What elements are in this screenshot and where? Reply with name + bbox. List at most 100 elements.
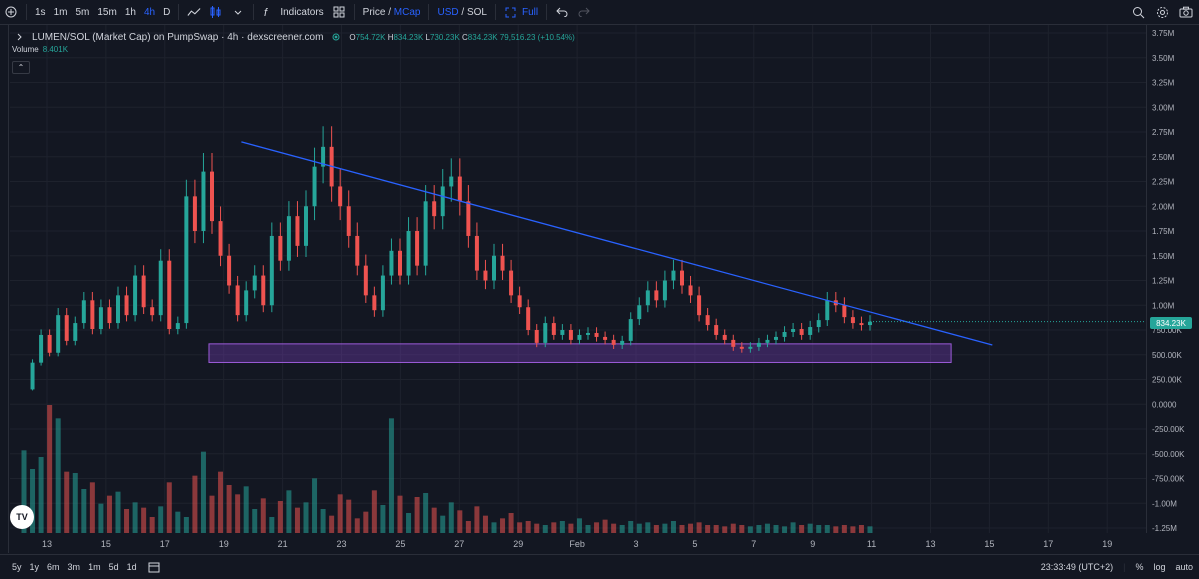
interval-15m[interactable]: 15m	[97, 6, 117, 18]
y-tick-label: 750.00K	[1152, 326, 1182, 335]
volume-bar	[482, 515, 488, 533]
volume-bars	[21, 405, 873, 533]
indicators-button[interactable]: f Indicators	[258, 0, 327, 24]
x-tick-label: 9	[810, 539, 815, 549]
descending-trendline[interactable]	[241, 141, 993, 346]
search-icon[interactable]	[1131, 5, 1145, 19]
camera-icon[interactable]	[1179, 5, 1193, 19]
volume-bar	[636, 523, 642, 533]
candle-body	[389, 250, 394, 276]
support-zone-rect[interactable]	[208, 343, 952, 363]
volume-bar	[397, 495, 403, 533]
volume-bar	[380, 505, 386, 533]
collapse-chevron-icon[interactable]	[12, 30, 26, 44]
volume-bar	[371, 490, 377, 533]
log-toggle[interactable]: log	[1153, 562, 1166, 572]
candle-body	[509, 270, 514, 296]
clock-readout[interactable]: 23:33:49 (UTC+2)	[1040, 562, 1114, 572]
redo-button[interactable]	[573, 0, 595, 24]
interval-1m[interactable]: 1m	[53, 6, 68, 18]
chart-type-button[interactable]	[183, 0, 205, 24]
candles-button[interactable]	[205, 0, 227, 24]
volume-bar	[730, 523, 736, 533]
volume-bar	[457, 510, 463, 533]
mcap-label: MCap	[393, 6, 421, 18]
svg-text:f: f	[264, 7, 268, 18]
x-tick-label: 5	[692, 539, 697, 549]
volume-bar	[200, 451, 206, 533]
symbol-title[interactable]: LUMEN/SOL (Market Cap) on PumpSwap · 4h …	[32, 31, 324, 43]
volume-label: Volume	[12, 45, 39, 54]
volume-bar	[858, 525, 864, 533]
add-symbol-button[interactable]	[0, 0, 22, 24]
candle-body	[688, 285, 693, 296]
price-scale[interactable]	[1146, 25, 1199, 533]
volume-bar	[611, 523, 617, 533]
layout-button[interactable]	[328, 0, 350, 24]
range-5d[interactable]: 5d	[108, 562, 119, 572]
candle-body	[278, 235, 283, 261]
volume-bar	[679, 525, 685, 533]
collapse-legend-button[interactable]: ⌃	[12, 61, 30, 74]
candle-body	[782, 331, 787, 337]
x-tick-label: 17	[1043, 539, 1053, 549]
undo-button[interactable]	[551, 0, 573, 24]
range-5y[interactable]: 5y	[12, 562, 22, 572]
candles-icon	[209, 5, 223, 19]
date-range-calendar-icon[interactable]	[147, 560, 161, 574]
percent-toggle[interactable]: %	[1135, 562, 1144, 572]
range-6m[interactable]: 6m	[47, 562, 60, 572]
candle-body	[526, 307, 531, 330]
volume-bar	[106, 495, 112, 533]
y-tick-label: 1.75M	[1152, 227, 1175, 236]
candle-body	[218, 221, 223, 256]
volume-bar	[841, 525, 847, 533]
candle-body	[321, 146, 326, 167]
x-tick-label: 13	[42, 539, 52, 549]
range-1d[interactable]: 1d	[126, 562, 137, 572]
support-zone[interactable]	[208, 343, 952, 363]
range-group: 5y 1y 6m 3m 1m 5d 1d	[8, 562, 141, 572]
interval-1s[interactable]: 1s	[35, 6, 46, 18]
candle-body	[201, 171, 206, 231]
candle-body	[816, 320, 821, 328]
price-mcap-toggle[interactable]: Price / MCap	[359, 0, 425, 24]
interval-D[interactable]: D	[163, 6, 171, 18]
interval-5m[interactable]: 5m	[75, 6, 90, 18]
candle-body	[731, 339, 736, 347]
volume-bar	[756, 525, 762, 533]
candle-body	[628, 319, 633, 341]
volume-bar	[508, 513, 514, 533]
settings-gear-icon[interactable]	[1155, 5, 1169, 19]
interval-4h[interactable]: 4h	[143, 6, 156, 18]
volume-bar	[260, 498, 266, 533]
chevron-up-icon: ⌃	[17, 63, 25, 72]
range-1m[interactable]: 1m	[88, 562, 101, 572]
currency-toggle[interactable]: USD / SOL	[433, 0, 490, 24]
volume-bar	[64, 471, 70, 533]
auto-toggle[interactable]: auto	[1175, 562, 1193, 572]
candle-body	[859, 323, 864, 326]
range-3m[interactable]: 3m	[67, 562, 81, 572]
candle-body	[594, 332, 599, 337]
volume-bar	[124, 509, 130, 533]
candle-body	[654, 290, 659, 301]
candle-body	[577, 334, 582, 340]
y-tick-label: 1.50M	[1152, 252, 1175, 261]
volume-bar	[782, 526, 788, 533]
fullscreen-button[interactable]: Full	[500, 0, 542, 24]
y-tick-label: 3.00M	[1152, 103, 1175, 112]
chart-type-dropdown[interactable]	[227, 0, 249, 24]
range-1y[interactable]: 1y	[29, 562, 40, 572]
price-label: Price /	[362, 6, 392, 18]
interval-1h[interactable]: 1h	[124, 6, 136, 18]
x-axis-labels: 13 15 17 19 21 23 25 27 29 Feb 3 5 7 9 11 13 15 17 19	[42, 539, 1112, 549]
candle-body	[124, 295, 129, 316]
x-tick-label: 19	[219, 539, 229, 549]
candle-body	[534, 330, 539, 343]
y-tick-label: -1.25M	[1152, 524, 1177, 533]
tradingview-logo-icon[interactable]: TV	[10, 505, 34, 529]
candle-body	[466, 201, 471, 236]
trendline[interactable]	[241, 141, 1146, 346]
